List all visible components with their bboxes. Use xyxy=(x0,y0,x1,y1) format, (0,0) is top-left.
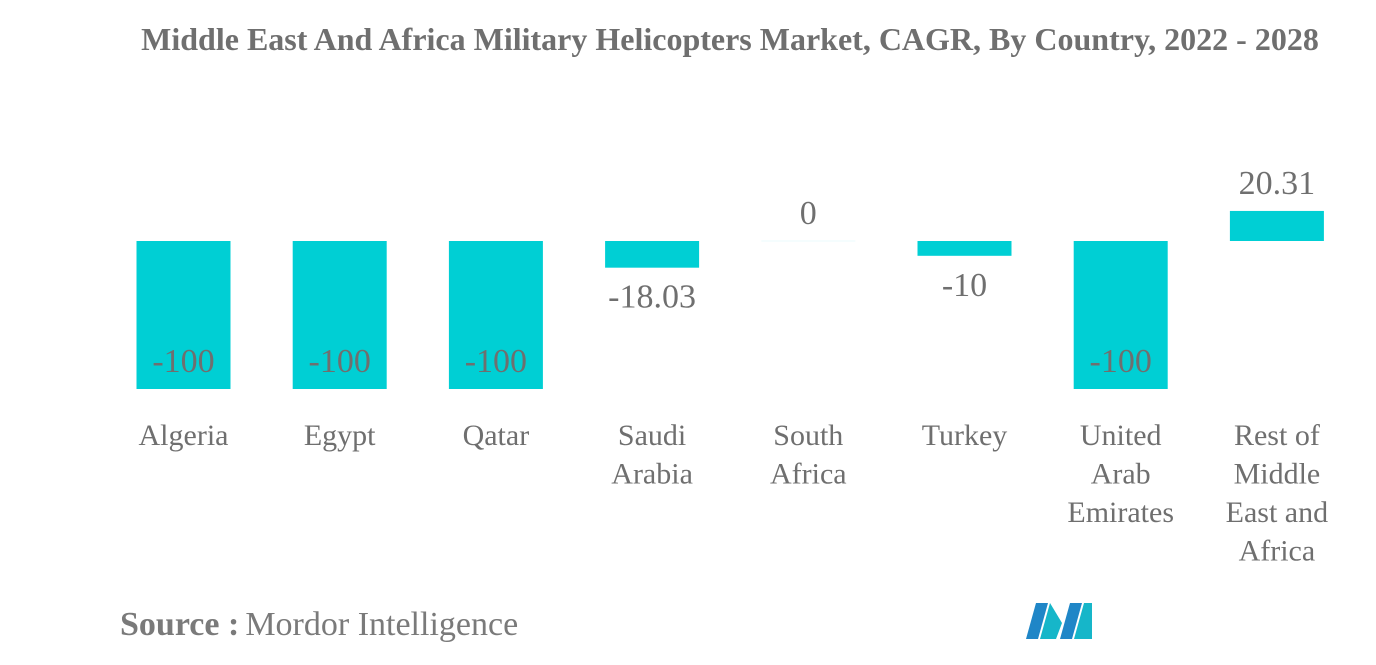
bar xyxy=(1229,210,1324,241)
category-label: Qatar xyxy=(463,419,530,452)
bar xyxy=(136,241,231,389)
bar-value-label: -18.03 xyxy=(608,279,696,316)
bar xyxy=(605,241,700,268)
category-label: South xyxy=(773,419,843,452)
category-label: Arabia xyxy=(611,458,693,491)
chart-title: Middle East And Africa Military Helicopt… xyxy=(141,21,1319,57)
bar-value-label: -100 xyxy=(152,343,214,380)
category-label: Algeria xyxy=(139,419,229,452)
source-label: Source : xyxy=(120,606,240,643)
category-label: Africa xyxy=(770,458,847,491)
bar xyxy=(917,241,1012,256)
bar xyxy=(448,241,543,389)
mordor-intelligence-logo-icon xyxy=(1026,603,1092,639)
bar-value-label: 0 xyxy=(800,195,817,232)
bar xyxy=(1073,241,1168,389)
category-label: Turkey xyxy=(922,419,1008,452)
bar-value-label: 20.31 xyxy=(1239,165,1316,202)
bar-value-label: -100 xyxy=(465,343,527,380)
bar xyxy=(761,240,856,242)
bars-layer xyxy=(136,210,1324,389)
category-label: Emirates xyxy=(1067,496,1174,529)
category-label: East and xyxy=(1226,496,1328,529)
category-label: Middle xyxy=(1234,458,1321,491)
category-labels-layer: Algeria Egypt Qatar Saudi Arabia South Africa T… xyxy=(139,419,1329,568)
category-label: Rest of xyxy=(1234,419,1320,452)
source-note: Source : Mordor Intelligence xyxy=(120,606,518,644)
bar-value-label: -100 xyxy=(309,343,371,380)
category-label: Egypt xyxy=(304,419,376,452)
bar xyxy=(292,241,387,389)
source-text: Mordor Intelligence xyxy=(245,606,519,643)
bar-value-label: -100 xyxy=(1090,343,1152,380)
value-labels-layer: -100 -100 -100 -18.03 0 -10 -100 20.31 xyxy=(152,165,1315,380)
bar-value-label: -10 xyxy=(942,267,987,304)
category-label: United xyxy=(1080,419,1162,452)
category-label: Arab xyxy=(1091,458,1151,491)
category-label: Africa xyxy=(1239,535,1316,568)
category-label: Saudi xyxy=(618,419,686,452)
